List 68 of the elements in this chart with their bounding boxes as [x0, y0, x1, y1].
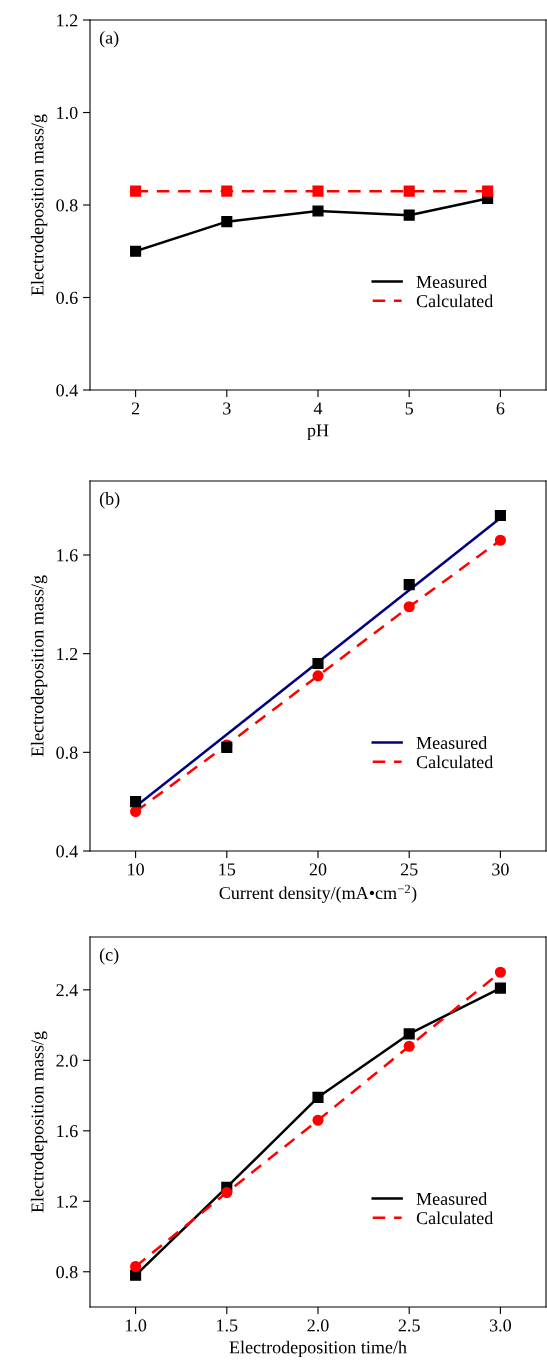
y-tick-label: 1.0 [57, 106, 78, 120]
y-axis-title: Electrodeposition mass/g [30, 575, 48, 757]
y-tick-label: 0.6 [56, 291, 78, 305]
point [482, 185, 494, 197]
point [494, 966, 506, 978]
x-tick-label: 2.5 [398, 1319, 420, 1332]
x-tick-label: 10 [128, 863, 144, 876]
y-tick-label: 0.4 [56, 384, 78, 397]
y-tick-label: 0.8 [56, 199, 78, 212]
point [403, 601, 415, 613]
x-axis-title: pH [307, 424, 329, 441]
point [403, 579, 415, 591]
x-tick-label: 5 [405, 402, 414, 415]
point [312, 1091, 324, 1103]
x-tick-label: 1.5 [217, 1319, 238, 1332]
x-tick-label: 1.0 [125, 1319, 147, 1332]
x-tick-label: 30 [492, 863, 509, 876]
y-axis-title: Electrodeposition mass/g [30, 1031, 48, 1213]
y-tick-label: 1.6 [57, 1125, 78, 1138]
point [494, 509, 506, 522]
point [312, 670, 324, 682]
x-tick-label: 20 [309, 863, 327, 876]
y-tick-label: 1.2 [57, 14, 78, 27]
x-axis-title: Electrodeposition time/h [229, 1340, 407, 1358]
x-tick-label: 2.0 [307, 1319, 329, 1332]
point [312, 185, 324, 197]
x-tick-label: 6 [496, 402, 505, 415]
point [403, 185, 415, 197]
y-tick-label: 0.8 [56, 1266, 78, 1279]
legend-label: Measured [416, 736, 488, 749]
point [494, 982, 506, 994]
x-tick-label: 2 [131, 402, 140, 415]
legend-label: Calculated [416, 294, 494, 308]
legend-label: Measured [416, 275, 488, 288]
point [130, 1260, 142, 1273]
x-tick-label: 25 [400, 863, 418, 876]
point [221, 216, 233, 228]
point [403, 1028, 415, 1040]
y-tick-label: 1.2 [57, 1195, 78, 1208]
point [130, 796, 142, 808]
y-tick-label: 2.4 [56, 984, 78, 997]
y-tick-label: 0.4 [56, 845, 78, 858]
y-tick-label: 0.8 [56, 746, 78, 759]
point [130, 245, 142, 257]
point [494, 534, 506, 546]
x-tick-label: 4 [313, 402, 323, 415]
point [403, 209, 415, 221]
legend-label: Calculated [416, 1211, 494, 1225]
point [221, 185, 233, 197]
x-tick-label: 3 [223, 402, 231, 415]
x-tick-label: 15 [219, 863, 236, 876]
annotation: (c) [99, 948, 119, 965]
y-tick-label: 1.2 [57, 647, 78, 661]
legend-label: Measured [416, 1192, 488, 1205]
y-tick-label: 2.0 [56, 1054, 78, 1067]
point [312, 205, 324, 217]
point [221, 1186, 233, 1199]
x-axis-title: Current density/(mA•cm$^{−2}$) [219, 884, 417, 903]
x-tick-label: 3.0 [489, 1319, 511, 1332]
legend-label: Calculated [416, 755, 494, 769]
y-axis-title: Electrodeposition mass/g [30, 114, 48, 296]
annotation: (a) [99, 31, 119, 48]
point [312, 657, 324, 670]
annotation: (b) [99, 492, 120, 509]
point [312, 1114, 324, 1126]
point [403, 1040, 415, 1052]
y-tick-label: 1.6 [57, 549, 78, 562]
point [130, 185, 142, 197]
